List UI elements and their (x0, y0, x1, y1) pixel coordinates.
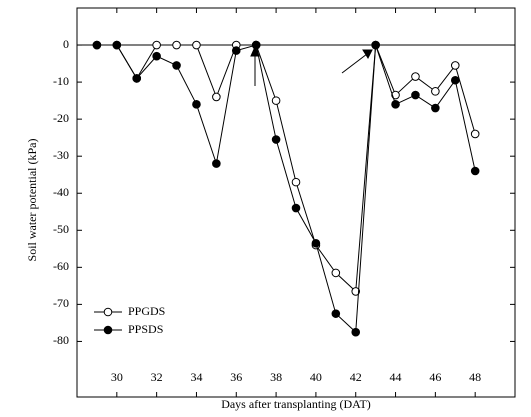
marker (351, 327, 361, 337)
legend-label: PPSDS (128, 322, 163, 336)
marker (152, 40, 161, 50)
marker (271, 96, 281, 105)
plot-frame (76, 7, 516, 398)
x-tick-label: 40 (310, 370, 322, 384)
marker (331, 268, 341, 278)
legend-marker (103, 307, 113, 317)
marker (291, 203, 301, 213)
marker (291, 177, 301, 187)
y-axis-label: Soil water potential (kPa) (25, 139, 39, 262)
marker (431, 87, 440, 96)
arrow (341, 53, 368, 74)
y-tick-label: -80 (53, 333, 69, 347)
marker (411, 72, 420, 81)
marker (212, 159, 221, 168)
legend-marker (103, 325, 113, 335)
marker (351, 287, 361, 296)
marker (371, 40, 380, 50)
annotation-arrows (250, 45, 373, 86)
x-tick-label: 34 (190, 370, 202, 384)
x-tick-label: 44 (390, 370, 402, 384)
x-axis-label: Days after transplanting (DAT) (221, 397, 371, 411)
y-tick-label: -60 (53, 259, 69, 273)
y-tick-label: -20 (53, 111, 69, 125)
marker (431, 103, 440, 113)
marker (331, 309, 341, 318)
marker (152, 51, 161, 61)
y-tick-label: -70 (53, 296, 69, 310)
marker (470, 129, 480, 139)
arrow-head (250, 45, 260, 57)
marker (391, 90, 400, 100)
marker (470, 166, 480, 176)
series-line (96, 44, 476, 334)
x-tick-label: 46 (429, 370, 441, 384)
marker (192, 40, 201, 50)
marker (450, 61, 460, 70)
y-tick-label: -10 (53, 74, 69, 88)
marker (172, 40, 181, 50)
marker (271, 135, 281, 144)
marker (391, 100, 400, 109)
marker (192, 100, 201, 109)
marker (92, 40, 102, 50)
marker (132, 74, 142, 83)
marker (231, 46, 241, 55)
marker (311, 238, 321, 248)
marker (411, 90, 420, 100)
y-tick-label: -50 (53, 222, 69, 236)
x-tick-label: 42 (350, 370, 362, 384)
y-tick-label: -30 (53, 148, 69, 162)
y-tick-label: 0 (63, 37, 69, 51)
x-tick-label: 36 (230, 370, 242, 384)
y-tick-label: -40 (53, 185, 69, 199)
marker (212, 92, 221, 102)
marker (450, 75, 460, 85)
x-tick-label: 30 (111, 370, 123, 384)
marker (112, 40, 122, 50)
x-tick-label: 48 (469, 370, 481, 384)
marker (172, 61, 181, 70)
series-line (96, 44, 476, 293)
arrow-head (362, 49, 373, 60)
legend-label: PPGDS (128, 304, 165, 318)
x-tick-label: 32 (151, 370, 163, 384)
x-tick-label: 38 (270, 370, 282, 384)
marker (251, 40, 261, 50)
